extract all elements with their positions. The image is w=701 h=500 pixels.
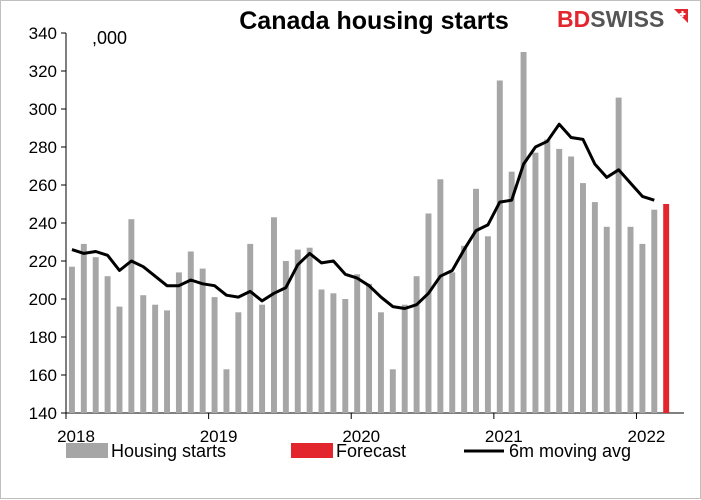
logo-part2: SWISS: [590, 6, 664, 32]
bar-forecast: [663, 204, 670, 413]
bar-housing-starts: [377, 312, 384, 413]
bar-housing-starts: [342, 299, 349, 413]
unit-label: ,000: [92, 28, 127, 48]
forecast-bars: [663, 204, 670, 413]
bar-housing-starts: [68, 266, 75, 413]
y-tick-label: 200: [29, 290, 57, 309]
y-ticks: 140 160 180 200 220 240 260 280 300 320 340: [29, 24, 66, 423]
bar-housing-starts: [223, 369, 230, 413]
y-tick-label: 280: [29, 138, 57, 157]
bar-housing-starts: [496, 80, 503, 413]
bar-housing-starts: [235, 312, 242, 413]
bdswiss-logo: BDSWISS: [557, 6, 688, 32]
bar-housing-starts: [520, 52, 527, 413]
bar-housing-starts: [413, 276, 420, 413]
legend-item-6m-moving-avg: 6m moving avg: [464, 441, 631, 461]
bar-housing-starts: [354, 274, 361, 413]
x-tick-label: 2022: [628, 427, 666, 446]
legend-swatch-forecast: [291, 443, 333, 458]
x-ticks: 2018 2019 2020 2021 2022: [57, 413, 665, 446]
legend: Housing starts Forecast 6m moving avg: [66, 441, 631, 461]
chart-title: Canada housing starts: [239, 7, 509, 35]
y-tick-label: 140: [29, 404, 57, 423]
y-tick-label: 220: [29, 252, 57, 271]
moving-average: [71, 122, 655, 310]
bar-housing-starts: [104, 276, 111, 413]
legend-item-housing-starts: Housing starts: [66, 441, 226, 461]
bar-housing-starts: [580, 183, 586, 413]
bar-housing-starts: [140, 295, 147, 413]
bars: [68, 52, 658, 413]
logo-swiss-cross-icon: [674, 9, 688, 23]
bar-housing-starts: [473, 188, 479, 413]
line-6m-moving-avg: [71, 122, 655, 310]
legend-item-forecast: Forecast: [291, 441, 406, 461]
bar-housing-starts: [211, 297, 218, 413]
bar-housing-starts: [389, 369, 396, 413]
y-tick-label: 340: [29, 24, 57, 43]
bar-housing-starts: [401, 304, 408, 413]
bar-housing-starts: [175, 272, 182, 413]
bar-housing-starts: [639, 243, 646, 413]
bar-housing-starts: [437, 179, 444, 413]
bar-housing-starts: [116, 306, 123, 413]
bar-housing-starts: [92, 257, 99, 413]
legend-label-6m-moving-avg: 6m moving avg: [509, 441, 631, 461]
bar-housing-starts: [152, 304, 159, 413]
legend-label-housing-starts: Housing starts: [111, 441, 226, 461]
bar-housing-starts: [282, 261, 289, 413]
legend-swatch-housing-starts: [66, 443, 108, 458]
bar-housing-starts: [128, 219, 135, 413]
bar-housing-starts: [544, 139, 551, 413]
bar-housing-starts: [556, 148, 563, 413]
y-tick-label: 260: [29, 176, 57, 195]
bar-housing-starts: [627, 226, 634, 413]
bar-housing-starts: [80, 243, 87, 413]
y-tick-label: 180: [29, 328, 57, 347]
bar-housing-starts: [508, 171, 515, 413]
x-tick-label: 2019: [200, 427, 238, 446]
y-tick-label: 240: [29, 214, 57, 233]
x-tick-label: 2018: [57, 427, 95, 446]
bar-housing-starts: [425, 213, 432, 413]
bar-housing-starts: [615, 97, 622, 413]
bar-housing-starts: [330, 293, 337, 413]
bar-housing-starts: [294, 249, 301, 413]
bar-housing-starts: [199, 268, 206, 413]
y-tick-label: 160: [29, 366, 57, 385]
bar-housing-starts: [259, 304, 266, 413]
bar-housing-starts: [318, 289, 325, 413]
bar-housing-starts: [651, 209, 658, 413]
logo-part1: BD: [557, 6, 590, 32]
x-tick-label: 2020: [342, 427, 380, 446]
bar-housing-starts: [484, 236, 491, 413]
bar-housing-starts: [366, 283, 373, 413]
bar-housing-starts: [532, 152, 539, 413]
logo-text: BDSWISS: [557, 6, 664, 32]
bar-housing-starts: [271, 217, 277, 413]
bar-housing-starts: [306, 247, 313, 413]
bar-housing-starts: [461, 245, 468, 413]
bar-housing-starts: [449, 272, 456, 413]
y-tick-label: 300: [29, 100, 57, 119]
bar-housing-starts: [164, 310, 170, 413]
bar-housing-starts: [247, 243, 254, 413]
bar-housing-starts: [568, 156, 575, 413]
legend-label-forecast: Forecast: [336, 441, 406, 461]
bar-housing-starts: [187, 251, 194, 413]
x-tick-label: 2021: [485, 427, 523, 446]
bar-housing-starts: [603, 226, 610, 413]
bar-housing-starts: [591, 202, 598, 413]
y-tick-label: 320: [29, 62, 57, 81]
